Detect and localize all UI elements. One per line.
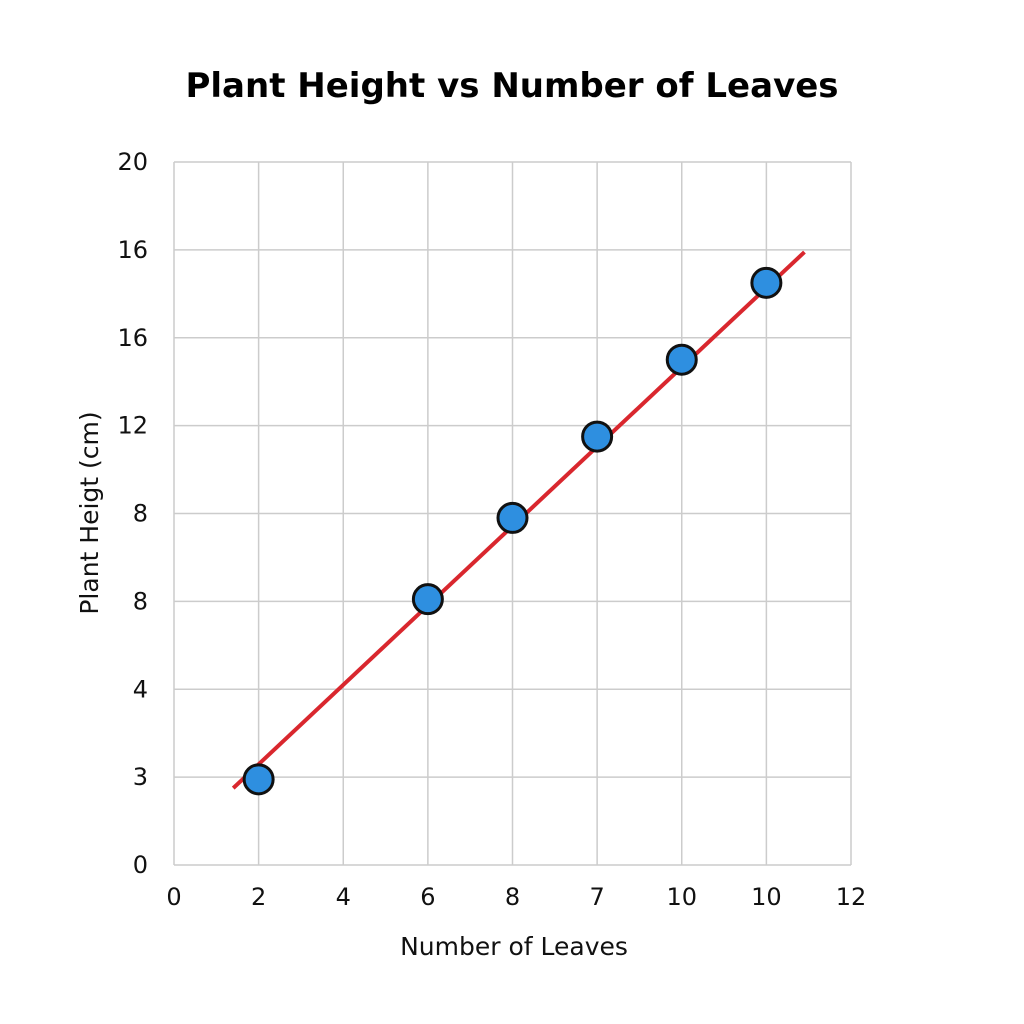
x-tick-label: 6 [420, 883, 435, 911]
data-point [665, 343, 698, 376]
data-point [750, 266, 783, 299]
data-point [496, 501, 529, 534]
data-point [581, 420, 614, 453]
x-tick-label: 8 [505, 883, 520, 911]
y-tick-label: 8 [133, 500, 148, 528]
y-axis-label: Plant Heigt (cm) [75, 411, 104, 614]
y-tick-label: 16 [117, 236, 148, 264]
y-tick-label: 16 [117, 324, 148, 352]
x-tick-label: 12 [836, 883, 867, 911]
y-tick-label: 12 [117, 412, 148, 440]
y-tick-label: 0 [133, 851, 148, 879]
data-points [242, 266, 783, 796]
tick-labels: 0 2 4 6 8 7 10 10 12 0 3 4 8 8 12 16 16 20 [117, 148, 866, 911]
y-tick-label: 4 [133, 675, 148, 703]
x-tick-label: 10 [751, 883, 782, 911]
y-tick-label: 20 [117, 148, 148, 176]
x-axis-label: Number of Leaves [400, 932, 628, 961]
y-tick-label: 3 [133, 763, 148, 791]
x-tick-label: 2 [251, 883, 266, 911]
data-point [411, 583, 444, 616]
chart-title: Plant Height vs Number of Leaves [185, 66, 839, 106]
x-tick-label: 10 [666, 883, 697, 911]
y-tick-label: 8 [133, 587, 148, 615]
x-tick-label: 4 [336, 883, 351, 911]
data-point [242, 763, 275, 796]
x-tick-label: 0 [166, 883, 181, 911]
x-tick-label: 7 [589, 883, 604, 911]
